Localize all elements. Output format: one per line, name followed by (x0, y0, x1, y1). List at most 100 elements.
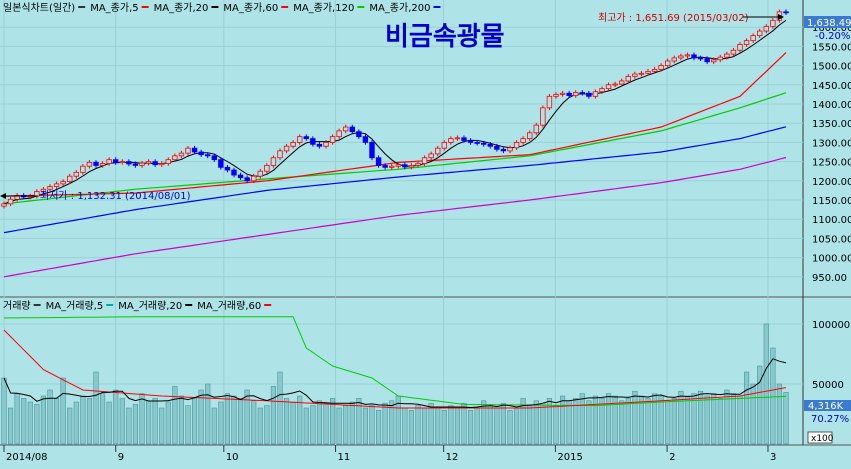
candle-body (428, 153, 434, 159)
candle-body (408, 165, 415, 168)
volume-bar (60, 377, 66, 445)
candle-body (697, 57, 704, 60)
candle-body (205, 154, 211, 157)
volume-bar (257, 407, 263, 445)
candle-body (684, 54, 691, 57)
volume-bar (40, 395, 46, 445)
candle-body (566, 92, 572, 96)
volume-bar (100, 393, 106, 445)
candle-body (132, 163, 139, 166)
candle-body (172, 155, 178, 161)
volume-bar (691, 393, 697, 445)
volume-bar (408, 410, 414, 445)
time-tick-label: 12 (446, 452, 459, 463)
volume-bar (494, 407, 500, 445)
volume-bar (474, 407, 480, 445)
candle-body (513, 141, 520, 149)
volume-bar (224, 393, 230, 445)
candle-body (356, 131, 362, 138)
candle-body (546, 95, 553, 109)
time-tick-label: 3 (770, 452, 776, 463)
volume-bar (178, 395, 184, 445)
candle-body (619, 80, 625, 85)
candle-body (349, 126, 355, 133)
candle-body (481, 142, 487, 145)
volume-bar (362, 407, 368, 445)
price-legend-label: MA_종가,120 (293, 2, 354, 14)
price-legend-label: MA_종가,20 (154, 2, 209, 14)
candle-body (494, 145, 500, 150)
volume-bar (507, 410, 513, 445)
candle-body (487, 143, 493, 147)
volume-bar (231, 395, 237, 445)
current-price-box (804, 16, 851, 28)
candle-body (198, 151, 204, 156)
candle-body (704, 58, 710, 63)
candle-body (763, 26, 769, 32)
volume-bar (553, 405, 559, 445)
candle-body (34, 191, 40, 197)
candle-body (599, 88, 605, 93)
price-legend-label: MA_종가,200 (369, 2, 430, 14)
volume-bar (533, 400, 539, 445)
volume-legend-label: 거래량 (3, 300, 31, 312)
price-tick-label: 950.00 (812, 273, 847, 284)
volume-bar (592, 395, 598, 445)
candle-body (185, 147, 191, 154)
candle-body (651, 69, 658, 72)
candle-body (362, 136, 369, 143)
volume-bar (638, 395, 644, 445)
volume-bar (658, 395, 664, 445)
volume-bar (560, 395, 566, 445)
volume-bar (500, 402, 506, 445)
ma20-line (3, 19, 787, 205)
price-tick-label: 1550.00 (812, 42, 851, 53)
time-tick-label: 11 (338, 452, 351, 463)
volume-bar (454, 407, 460, 445)
volume-bar (316, 400, 322, 445)
candle-body (717, 56, 723, 61)
candle-body (770, 19, 776, 27)
unit-box (807, 431, 833, 444)
candle-body (303, 136, 309, 139)
candle-body (454, 137, 461, 140)
volume-bar (198, 389, 204, 445)
candle-body (671, 57, 677, 62)
volume-bar (218, 401, 224, 445)
volume-bar (632, 390, 638, 445)
ma-long-line (3, 156, 787, 278)
candle-body (369, 141, 375, 159)
volume-bar (349, 401, 355, 445)
volume-bar (310, 405, 316, 445)
candle-body (60, 181, 66, 185)
price-tick-label: 1100.00 (812, 215, 851, 226)
volume-bar (441, 410, 447, 445)
candle-body (113, 159, 119, 163)
volume-bar (422, 407, 428, 445)
unit-label: x100 (811, 434, 834, 444)
candle-body (86, 161, 93, 167)
volume-bar (330, 398, 336, 445)
candle-body (231, 169, 237, 176)
candle-body (441, 141, 447, 149)
candle-body (47, 186, 53, 190)
time-tick-label: 10 (226, 452, 239, 463)
candle-body (99, 163, 106, 166)
volume-bar (599, 398, 605, 445)
candle-body (711, 59, 717, 63)
volume-bar (724, 389, 730, 445)
volume-bar (514, 407, 520, 445)
price-tick-label: 1000.00 (812, 254, 851, 265)
time-tick-label: 2 (669, 452, 675, 463)
current-volume-label: 4,316K (808, 401, 844, 412)
candle-body (80, 165, 86, 173)
candle-body (73, 171, 79, 177)
ma60-line (3, 52, 787, 197)
volume-bar (146, 400, 152, 445)
candle-body (461, 137, 467, 141)
volume-bar (704, 395, 710, 445)
candle-body (244, 177, 250, 182)
volume-bar (211, 407, 217, 445)
price-legend-label: MA_종가,60 (223, 2, 278, 14)
volume-bar (737, 395, 743, 445)
